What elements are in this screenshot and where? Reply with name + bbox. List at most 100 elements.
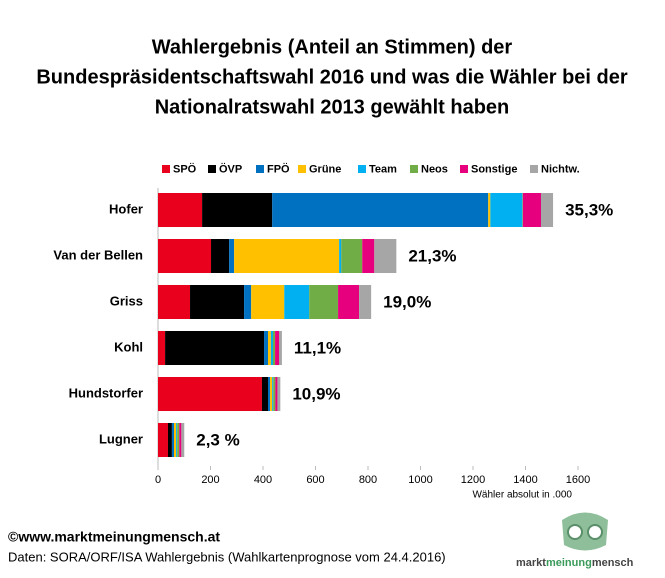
bar-segment xyxy=(488,193,491,227)
logo-owl xyxy=(562,512,608,551)
bar-segment xyxy=(277,377,281,411)
bar-segment xyxy=(284,285,310,319)
bar-segment xyxy=(229,239,235,273)
bar-segment xyxy=(359,285,372,319)
y-tick-label: Lugner xyxy=(99,431,143,446)
legend-label: Nichtw. xyxy=(541,163,580,175)
bar-segment xyxy=(522,193,523,227)
source: Daten: SORA/ORF/ISA Wahlergebnis (Wahlka… xyxy=(8,549,446,564)
logo-eye xyxy=(567,524,583,540)
legend-label: SPÖ xyxy=(173,162,197,175)
legend-label: Team xyxy=(369,163,397,175)
legend-swatch xyxy=(298,165,306,173)
bar-segment xyxy=(540,193,554,227)
bar-segment xyxy=(165,331,265,365)
bar-label: 19,0% xyxy=(383,292,431,311)
chart-title: Bundespräsidentschaftswahl 2016 und was … xyxy=(36,66,627,88)
bar-segment xyxy=(158,377,262,411)
logo-part: meinung xyxy=(546,557,592,569)
bar-segment xyxy=(272,377,274,411)
bar-segment xyxy=(273,377,276,411)
y-tick-label: Van der Bellen xyxy=(53,247,143,262)
bar-segment xyxy=(202,193,273,227)
x-tick-label: 1000 xyxy=(408,474,432,486)
bar-segment xyxy=(339,239,342,273)
bar-segment xyxy=(179,423,182,457)
bar-segment xyxy=(158,193,203,227)
bar-segment xyxy=(171,423,175,457)
bar-label: 2,3 % xyxy=(196,430,239,449)
bar-segment xyxy=(264,331,268,365)
y-tick-label: Griss xyxy=(110,293,143,308)
bar-segment xyxy=(158,285,191,319)
bar-segment xyxy=(158,239,212,273)
bar-segment xyxy=(181,423,185,457)
bar-segment xyxy=(267,331,271,365)
bar-label: 21,3% xyxy=(408,246,456,265)
logo: marktmeinungmensch xyxy=(516,512,634,569)
legend-swatch xyxy=(410,165,418,173)
bar-segment xyxy=(272,193,489,227)
bar-segment xyxy=(522,193,541,227)
legend-label: FPÖ xyxy=(267,162,290,175)
bar-segment xyxy=(362,239,375,273)
bar-segment xyxy=(275,331,280,365)
x-tick-label: 0 xyxy=(155,474,161,486)
legend-label: ÖVP xyxy=(219,162,242,175)
bar-segment xyxy=(279,331,282,365)
legend-label: Grüne xyxy=(309,163,341,175)
bar-segment xyxy=(275,377,278,411)
bar-label: 11,1% xyxy=(294,338,341,357)
bar-segment xyxy=(174,423,177,457)
x-tick-label: 600 xyxy=(306,474,324,486)
x-tick-label: 1600 xyxy=(566,474,590,486)
bar-segment xyxy=(338,285,360,319)
legend-swatch xyxy=(162,165,170,173)
x-tick-label: 1400 xyxy=(513,474,537,486)
bar-segment xyxy=(490,193,523,227)
logo-eye xyxy=(587,524,603,540)
bar-segment xyxy=(177,423,180,457)
bar-segment xyxy=(374,239,397,273)
bar-segment xyxy=(158,423,168,457)
bar-segment xyxy=(251,285,285,319)
y-tick-label: Kohl xyxy=(114,339,143,354)
chart-title: Wahlergebnis (Anteil an Stimmen) der xyxy=(152,36,513,58)
legend-swatch xyxy=(358,165,366,173)
y-tick-label: Hundstorfer xyxy=(69,385,143,400)
bar-segment xyxy=(234,239,340,273)
bar-segment xyxy=(190,285,245,319)
bar-segment xyxy=(261,377,268,411)
logo-part: mensch xyxy=(592,557,634,569)
bar-segment xyxy=(272,331,276,365)
bar-segment xyxy=(167,423,172,457)
legend-swatch xyxy=(256,165,264,173)
x-tick-label: 400 xyxy=(254,474,272,486)
bar-segment xyxy=(158,331,166,365)
bar-label: 35,3% xyxy=(565,200,613,219)
bar-segment xyxy=(270,377,273,411)
bar-segment xyxy=(309,285,339,319)
legend-swatch xyxy=(460,165,468,173)
bar-segment xyxy=(176,423,178,457)
legend-label: Sonstige xyxy=(471,163,517,175)
legend-swatch xyxy=(208,165,216,173)
bar-segment xyxy=(341,239,363,273)
bar-segment xyxy=(267,377,271,411)
bar-segment xyxy=(270,331,273,365)
logo-part: markt xyxy=(516,557,546,569)
x-tick-label: 1200 xyxy=(461,474,485,486)
y-tick-label: Hofer xyxy=(109,201,143,216)
legend-swatch xyxy=(530,165,538,173)
legend-label: Neos xyxy=(421,163,448,175)
x-axis-label: Wähler absolut in .000 xyxy=(472,490,572,501)
logo-text: marktmeinungmensch xyxy=(516,557,634,569)
bar-segment xyxy=(211,239,230,273)
x-tick-label: 200 xyxy=(201,474,219,486)
x-tick-label: 800 xyxy=(359,474,377,486)
bar-label: 10,9% xyxy=(292,384,340,403)
chart-title: Nationalratswahl 2013 gewählt haben xyxy=(155,96,510,118)
copyright: ©www.marktmeinungmensch.at xyxy=(8,529,220,545)
bar-segment xyxy=(244,285,252,319)
